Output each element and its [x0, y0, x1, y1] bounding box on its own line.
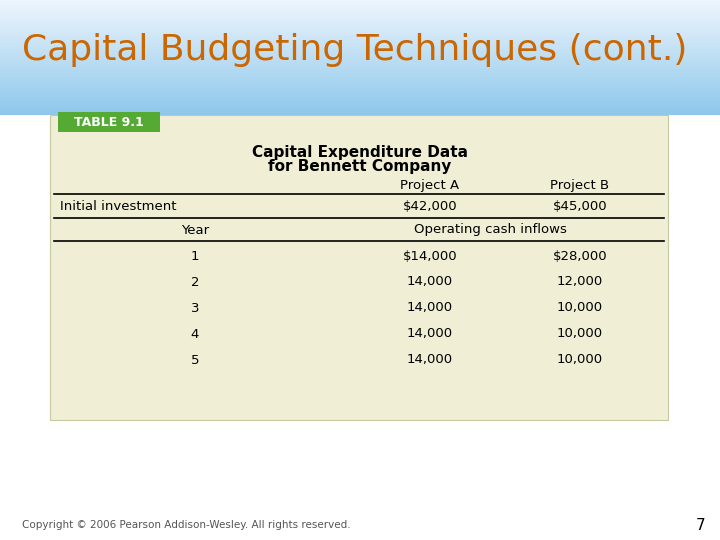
Text: 5: 5: [191, 354, 199, 367]
Text: 1: 1: [191, 249, 199, 262]
Text: Operating cash inflows: Operating cash inflows: [413, 224, 567, 237]
Text: Capital Budgeting Techniques (cont.): Capital Budgeting Techniques (cont.): [22, 33, 688, 67]
Text: 4: 4: [191, 327, 199, 341]
Text: Capital Expenditure Data: Capital Expenditure Data: [252, 145, 468, 159]
Text: 12,000: 12,000: [557, 275, 603, 288]
FancyBboxPatch shape: [50, 115, 668, 420]
Text: Copyright © 2006 Pearson Addison-Wesley. All rights reserved.: Copyright © 2006 Pearson Addison-Wesley.…: [22, 520, 351, 530]
Text: 10,000: 10,000: [557, 327, 603, 341]
Text: $42,000: $42,000: [402, 200, 457, 213]
Text: 10,000: 10,000: [557, 301, 603, 314]
Text: 14,000: 14,000: [407, 354, 453, 367]
Text: 14,000: 14,000: [407, 327, 453, 341]
Text: $14,000: $14,000: [402, 249, 457, 262]
FancyBboxPatch shape: [0, 115, 720, 540]
Text: 14,000: 14,000: [407, 275, 453, 288]
Text: $45,000: $45,000: [553, 200, 607, 213]
FancyBboxPatch shape: [58, 112, 160, 132]
Text: 3: 3: [191, 301, 199, 314]
Text: Project A: Project A: [400, 179, 459, 192]
Text: 10,000: 10,000: [557, 354, 603, 367]
Text: 2: 2: [191, 275, 199, 288]
Text: 14,000: 14,000: [407, 301, 453, 314]
Text: $28,000: $28,000: [553, 249, 607, 262]
Text: Project B: Project B: [550, 179, 610, 192]
Text: TABLE 9.1: TABLE 9.1: [74, 116, 144, 129]
Text: for Bennett Company: for Bennett Company: [269, 159, 451, 174]
Text: Initial investment: Initial investment: [60, 200, 176, 213]
Text: 7: 7: [696, 517, 705, 532]
Text: Year: Year: [181, 224, 209, 237]
